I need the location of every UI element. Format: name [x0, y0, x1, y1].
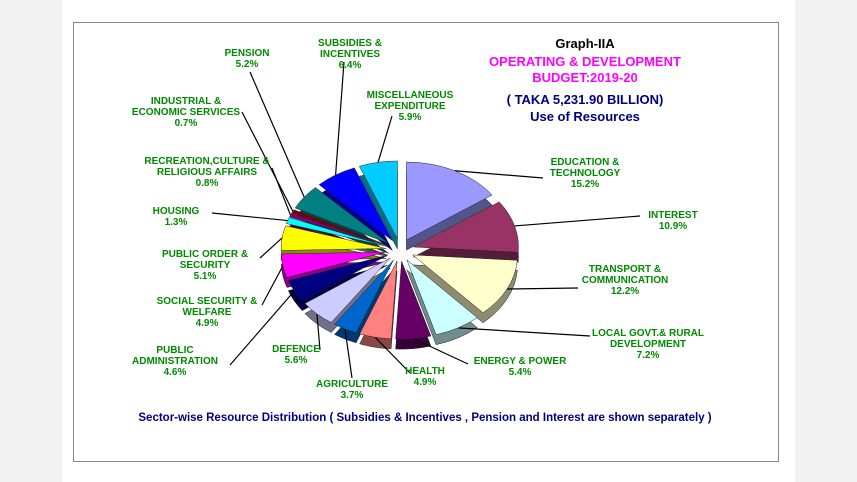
- data-label: MISCELLANEOUS EXPENDITURE 5.9%: [360, 90, 460, 123]
- value-label: 5.4%: [508, 367, 532, 378]
- category-label: PENSION: [224, 48, 270, 59]
- leader-line: [454, 170, 544, 179]
- leader-line: [335, 61, 345, 176]
- category-label: RECREATION,CULTURE & RELIGIOUS AFFAIRS: [144, 156, 270, 178]
- data-label: PENSION 5.2%: [217, 48, 277, 70]
- slice: [280, 225, 387, 251]
- leader-line: [229, 290, 295, 366]
- leader-line: [241, 111, 294, 212]
- slice: [304, 257, 391, 323]
- leader-line: [316, 313, 321, 351]
- leader-line: [507, 287, 579, 290]
- slice: [287, 254, 388, 301]
- value-label: 15.2%: [570, 179, 600, 190]
- slice: [395, 261, 432, 340]
- data-label: HEALTH 4.9%: [395, 366, 455, 388]
- value-label: 12.2%: [610, 286, 640, 297]
- chart-title: Graph-IIA: [555, 36, 615, 51]
- value-label: 6.4%: [338, 60, 362, 71]
- category-label: PUBLIC ORDER & SECURITY: [161, 249, 249, 271]
- category-label: INTEREST: [648, 210, 698, 221]
- slice: [334, 259, 394, 334]
- leader-line: [413, 338, 469, 365]
- leader-line: [457, 327, 591, 337]
- category-label: ENERGY & POWER: [473, 356, 567, 367]
- data-label: LOCAL GOVT.& RURAL DEVELOPMENT 7.2%: [583, 328, 713, 361]
- value-label: 4.9%: [413, 377, 437, 388]
- slice: [294, 187, 389, 244]
- category-label: AGRICULTURE: [315, 379, 389, 390]
- data-label: TRANSPORT & COMMUNICATION 12.2%: [570, 264, 680, 297]
- slice: [280, 251, 387, 278]
- value-label: 0.8%: [195, 178, 219, 189]
- slice: [359, 160, 398, 240]
- category-label: HOUSING: [152, 206, 200, 217]
- slice: [412, 201, 519, 253]
- chart-subtitle: OPERATING & DEVELOPMENT BUDGET:2019-20: [489, 54, 681, 85]
- slice: [411, 254, 518, 314]
- value-label: 5.1%: [193, 271, 217, 282]
- data-label: SOCIAL SECURITY & WELFARE 4.9%: [152, 296, 262, 329]
- data-label: PUBLIC ADMINISTRATION 4.6%: [130, 345, 220, 378]
- chart-subtitle: ( TAKA 5,231.90 BILLION): [506, 92, 664, 107]
- data-label: DEFENCE 5.6%: [266, 344, 326, 366]
- slice: [285, 217, 387, 247]
- category-label: LOCAL GOVT.& RURAL DEVELOPMENT: [591, 328, 705, 350]
- category-label: HEALTH: [405, 366, 445, 377]
- data-label: HOUSING 1.3%: [146, 206, 206, 228]
- leader-line: [374, 336, 411, 374]
- category-label: MISCELLANEOUS EXPENDITURE: [366, 90, 454, 112]
- value-label: 10.9%: [658, 221, 688, 232]
- category-label: INDUSTRIAL & ECONOMIC SERVICES: [131, 96, 241, 118]
- leader-line: [211, 212, 288, 222]
- category-label: PUBLIC ADMINISTRATION: [132, 345, 218, 367]
- category-label: SOCIAL SECURITY & WELFARE: [156, 296, 258, 318]
- data-label: PUBLIC ORDER & SECURITY 5.1%: [160, 249, 250, 282]
- leader-line: [261, 265, 284, 306]
- slice: [289, 212, 388, 246]
- data-label: EDUCATION & TECHNOLOGY 15.2%: [535, 157, 635, 190]
- data-label: AGRICULTURE 3.7%: [312, 379, 392, 401]
- chart-subtitle: Use of Resources: [530, 109, 640, 124]
- slice: [318, 167, 393, 241]
- category-label: SUBSIDIES & INCENTIVES: [318, 38, 382, 60]
- slice: [406, 258, 478, 335]
- data-label: SUBSIDIES & INCENTIVES 6.4%: [310, 38, 390, 71]
- category-label: TRANSPORT & COMMUNICATION: [581, 264, 669, 286]
- data-label: INTEREST 10.9%: [633, 210, 713, 232]
- leader-line: [514, 215, 641, 227]
- data-label: ENERGY & POWER 5.4%: [465, 356, 575, 378]
- value-label: 4.6%: [163, 367, 187, 378]
- value-label: 7.2%: [636, 350, 660, 361]
- value-label: 4.9%: [195, 318, 219, 329]
- leader-line: [377, 115, 393, 163]
- data-label: INDUSTRIAL & ECONOMIC SERVICES 0.7%: [126, 96, 246, 129]
- value-label: 3.7%: [340, 390, 364, 401]
- value-label: 5.9%: [398, 112, 422, 123]
- data-label: RECREATION,CULTURE & RELIGIOUS AFFAIRS 0.…: [142, 156, 272, 189]
- value-label: 5.2%: [235, 59, 259, 70]
- slice: [406, 161, 493, 241]
- slice: [359, 260, 398, 340]
- slice: [291, 209, 388, 246]
- leader-line: [259, 237, 283, 259]
- caption: Sector-wise Resource Distribution ( Subs…: [138, 412, 712, 424]
- category-label: DEFENCE: [272, 344, 320, 355]
- value-label: 0.7%: [174, 118, 198, 129]
- value-label: 1.3%: [164, 217, 188, 228]
- leader-line: [249, 71, 305, 198]
- leader-line: [344, 329, 353, 379]
- category-label: EDUCATION & TECHNOLOGY: [549, 157, 621, 179]
- value-label: 5.6%: [284, 355, 308, 366]
